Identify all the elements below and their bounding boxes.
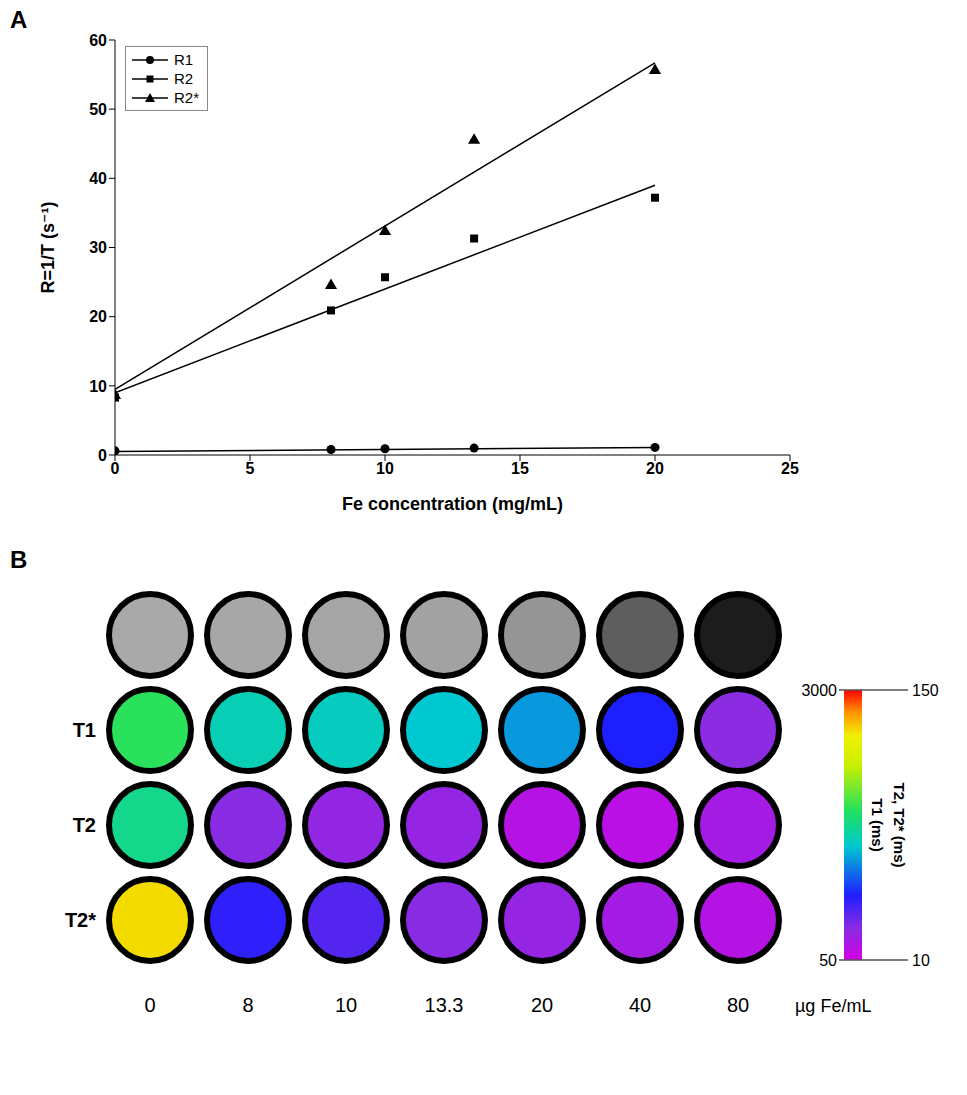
- svg-text:25: 25: [781, 460, 799, 477]
- svg-text:µg Fe/mL: µg Fe/mL: [795, 996, 871, 1016]
- html-text:R1: R1: [174, 51, 194, 68]
- html-text:R2*: R2*: [174, 89, 199, 106]
- svg-text:20: 20: [89, 308, 107, 325]
- svg-text:50: 50: [819, 952, 837, 969]
- svg-text:50: 50: [89, 101, 107, 118]
- svg-text:10: 10: [912, 952, 930, 969]
- svg-text:3000: 3000: [801, 682, 837, 699]
- svg-text:T2, T2* (ms): T2, T2* (ms): [891, 782, 908, 867]
- svg-text:8: 8: [242, 994, 253, 1016]
- svg-text:T1 (ms): T1 (ms): [869, 798, 886, 851]
- svg-text:10: 10: [335, 994, 357, 1016]
- svg-text:T2*: T2*: [65, 909, 96, 931]
- svg-text:5: 5: [246, 460, 255, 477]
- svg-text:13.3: 13.3: [425, 994, 464, 1016]
- svg-text:B: B: [10, 546, 27, 573]
- html-text:R2: R2: [174, 70, 194, 87]
- svg-text:15: 15: [511, 460, 529, 477]
- svg-text:80: 80: [727, 994, 749, 1016]
- svg-text:60: 60: [89, 32, 107, 49]
- svg-text:R=1/T (s⁻¹): R=1/T (s⁻¹): [38, 201, 58, 293]
- svg-text:30: 30: [89, 239, 107, 256]
- svg-text:20: 20: [646, 460, 664, 477]
- svg-text:T2: T2: [73, 814, 96, 836]
- svg-text:10: 10: [376, 460, 394, 477]
- html-text:A: A: [10, 6, 28, 33]
- svg-text:10: 10: [89, 378, 107, 395]
- svg-text:0: 0: [111, 460, 120, 477]
- svg-text:20: 20: [531, 994, 553, 1016]
- svg-text:150: 150: [912, 682, 939, 699]
- svg-text:T1: T1: [73, 719, 96, 741]
- svg-text:Fe concentration (mg/mL): Fe concentration (mg/mL): [342, 494, 563, 514]
- svg-text:0: 0: [144, 994, 155, 1016]
- svg-text:40: 40: [629, 994, 651, 1016]
- svg-text:40: 40: [89, 170, 107, 187]
- svg-text:0: 0: [98, 447, 107, 464]
